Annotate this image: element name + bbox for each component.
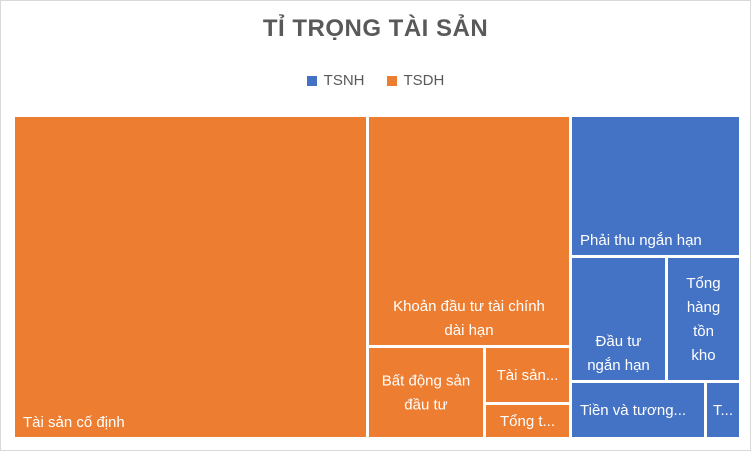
treemap-label-tai-san-dai-han-khac: Tài sản... bbox=[497, 367, 559, 384]
legend-swatch-tsnh bbox=[306, 75, 317, 86]
treemap-tile-tong-tai-san-do-dang-dai-han bbox=[486, 405, 569, 437]
treemap-label-tai-san-co-dinh: Tài sản cố định bbox=[23, 414, 125, 431]
legend-label-tsdh: TSDH bbox=[403, 72, 445, 89]
treemap-label-phai-thu-ngan-han: Phải thu ngắn hạn bbox=[580, 232, 702, 249]
treemap-tile-tai-san-ngan-han-khac bbox=[707, 383, 739, 437]
treemap-label-tien-va-tuong-duong-tien: Tiền và tương... bbox=[580, 402, 686, 419]
treemap-label-tong-hang-ton-kho: Tổng hàng tồn kho bbox=[686, 275, 720, 364]
treemap-tile-tai-san-dai-han-khac bbox=[486, 348, 569, 402]
chart-title: TỈ TRỌNG TÀI SẢN bbox=[262, 15, 489, 42]
treemap-tile-tong-hang-ton-kho bbox=[668, 258, 739, 380]
treemap-label-tai-san-ngan-han-khac: T... bbox=[713, 402, 733, 419]
treemap-tile-khoan-dau-tu-tai-chinh-dai-han bbox=[369, 117, 569, 345]
treemap-tile-phai-thu-ngan-han bbox=[572, 117, 739, 255]
treemap-label-khoan-dau-tu-tai-chinh-dai-han: Khoản đầu tư tài chính dài hạn bbox=[393, 298, 545, 339]
treemap-label-dau-tu-ngan-han: Đầu tư ngắn hạn bbox=[587, 333, 650, 374]
legend-item-tsnh: TSNH bbox=[306, 72, 365, 89]
legend-item-tsdh: TSDH bbox=[386, 72, 445, 89]
legend-label-tsnh: TSNH bbox=[323, 72, 365, 89]
treemap-tile-tai-san-co-dinh bbox=[15, 117, 366, 437]
treemap-label-tong-tai-san-do-dang-dai-han: Tổng t... bbox=[500, 413, 555, 430]
treemap-tile-tien-va-tuong-duong-tien bbox=[572, 383, 704, 437]
legend: TSNH TSDH bbox=[1, 72, 750, 89]
treemap-tile-bat-dong-san-dau-tu bbox=[369, 348, 483, 437]
legend-swatch-tsdh bbox=[386, 75, 397, 86]
treemap-label-bat-dong-san-dau-tu: Bất động sản đầu tư bbox=[382, 373, 470, 414]
treemap-tile-dau-tu-ngan-han bbox=[572, 258, 665, 380]
